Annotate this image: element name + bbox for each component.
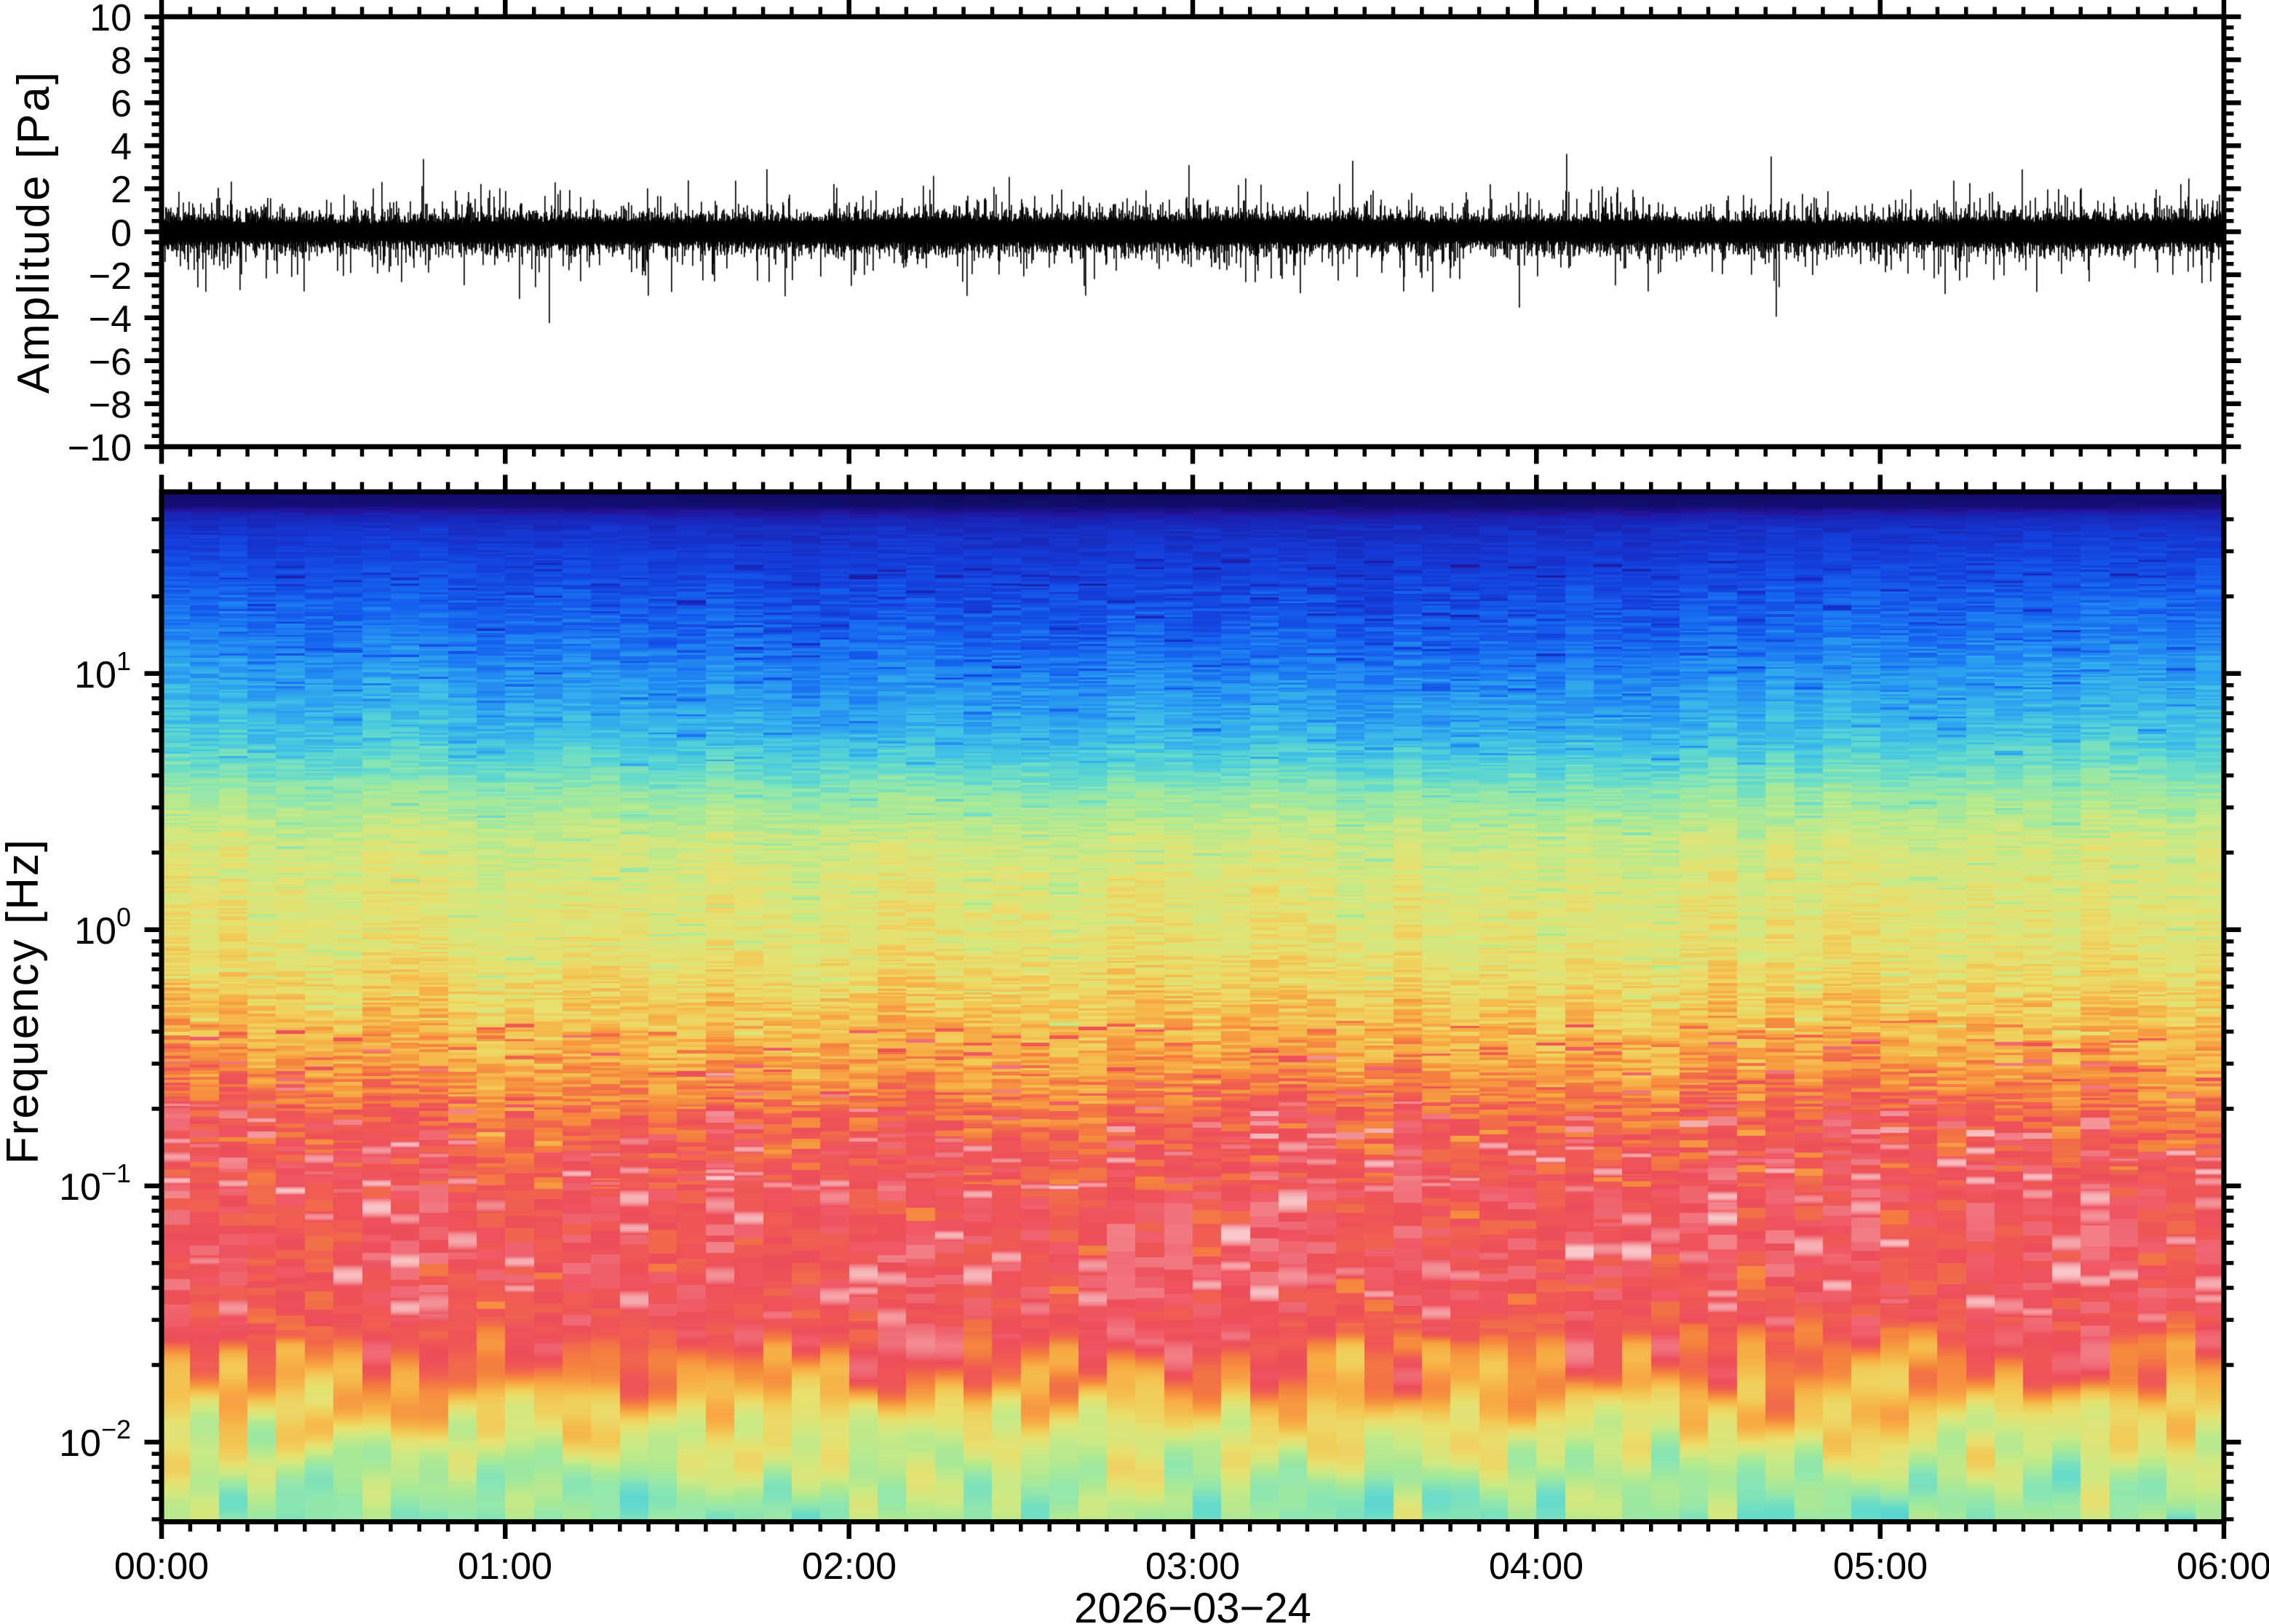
svg-text:Amplitude [Pa]: Amplitude [Pa] <box>9 70 59 394</box>
svg-text:4: 4 <box>111 126 132 168</box>
svg-text:02:00: 02:00 <box>802 1545 897 1588</box>
svg-text:04:00: 04:00 <box>1489 1545 1583 1588</box>
svg-text:−10: −10 <box>68 427 132 469</box>
svg-text:−6: −6 <box>89 341 132 383</box>
svg-text:100: 100 <box>74 902 131 952</box>
svg-text:03:00: 03:00 <box>1145 1545 1240 1588</box>
svg-text:00:00: 00:00 <box>114 1545 209 1588</box>
svg-text:−2: −2 <box>89 255 132 298</box>
svg-text:8: 8 <box>111 40 132 82</box>
svg-text:06:00: 06:00 <box>2177 1545 2269 1588</box>
svg-text:Frequency [Hz]: Frequency [Hz] <box>0 838 48 1164</box>
svg-text:10−2: 10−2 <box>59 1414 131 1465</box>
svg-text:0: 0 <box>111 212 132 255</box>
svg-text:10: 10 <box>90 0 132 39</box>
svg-text:101: 101 <box>74 646 131 696</box>
svg-text:2026−03−24: 2026−03−24 <box>1074 1585 1311 1624</box>
svg-text:−8: −8 <box>89 384 132 426</box>
svg-text:05:00: 05:00 <box>1833 1545 1928 1588</box>
svg-text:6: 6 <box>111 83 132 125</box>
svg-text:10−1: 10−1 <box>59 1158 131 1209</box>
svg-text:01:00: 01:00 <box>458 1545 552 1588</box>
svg-text:−4: −4 <box>89 298 132 341</box>
svg-text:2: 2 <box>111 169 132 211</box>
